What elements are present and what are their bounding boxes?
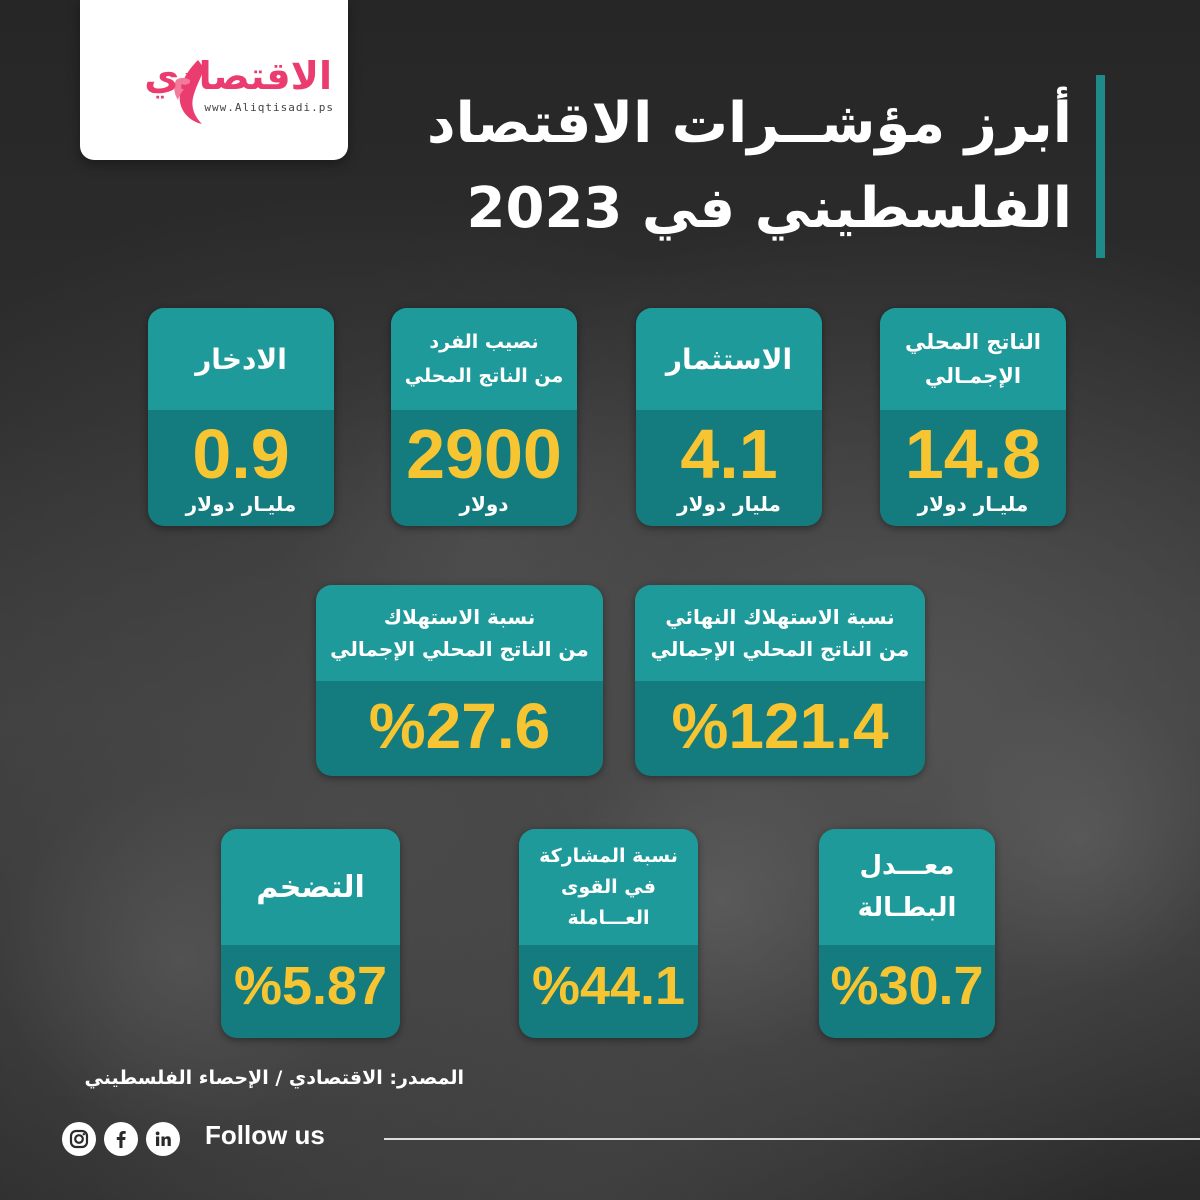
card-investment-value: 4.1: [680, 415, 778, 493]
card-per-capita: نصيب الفرد من الناتج المحلي 2900 دولار: [391, 308, 577, 526]
card-consumption-label-1: نسبة الاستهلاك: [383, 605, 536, 629]
card-gdp-unit: مليـار دولار: [917, 492, 1029, 516]
card-final-consumption: نسبة الاستهلاك النهائي من الناتج المحلي …: [635, 585, 925, 776]
card-unemployment-label-1: معـــدل: [859, 851, 955, 881]
linkedin-icon[interactable]: [146, 1122, 180, 1156]
card-investment: الاستثمار 4.1 مليار دولار: [636, 308, 822, 526]
card-inflation-head: التضخم: [221, 829, 400, 945]
card-per-capita-label-1: نصيب الفرد: [429, 331, 539, 353]
card-investment-unit: مليار دولار: [677, 492, 781, 516]
card-participation-label-3: العـــاملة: [567, 906, 650, 929]
card-participation-label-1: نسبة المشاركة: [539, 844, 678, 867]
follow-us-label: Follow us: [205, 1120, 325, 1150]
source-note: المصدر: الاقتصادي / الإحصاء الفلسطيني: [84, 1067, 464, 1089]
card-unemployment-label-2: البطـالة: [857, 893, 957, 923]
card-participation-label-2: في القوى: [561, 875, 656, 898]
brand-url[interactable]: www.Aliqtisadi.ps: [204, 101, 334, 114]
card-gdp-head: الناتج المحلي الإجمـالي: [880, 308, 1066, 410]
card-gdp: الناتج المحلي الإجمـالي 14.8 مليـار دولا…: [880, 308, 1066, 526]
brand-logo[interactable]: الاقتصادي www.Aliqtisadi.ps: [80, 0, 348, 160]
card-per-capita-unit: دولار: [459, 492, 509, 516]
card-final-consumption-label-2: من الناتج المحلي الإجمالي: [650, 637, 910, 661]
card-participation-value: %44.1: [531, 956, 686, 1016]
card-unemployment-value: %30.7: [830, 956, 984, 1016]
card-participation-head: نسبة المشاركة في القوى العـــاملة: [519, 829, 698, 945]
card-investment-head: الاستثمار: [636, 308, 822, 410]
card-savings-value: 0.9: [192, 415, 290, 493]
brand-name: الاقتصادي: [144, 54, 333, 98]
card-savings-label: الادخار: [195, 342, 287, 376]
title-line-1: أبرز مؤشــرات الاقتصاد: [426, 91, 1072, 156]
instagram-icon[interactable]: [62, 1122, 96, 1156]
card-final-consumption-value: %121.4: [671, 690, 889, 762]
card-investment-label: الاستثمار: [665, 342, 793, 376]
follow-divider: [384, 1138, 1200, 1140]
card-consumption-head: نسبة الاستهلاك من الناتج المحلي الإجمالي: [316, 585, 603, 681]
card-inflation: التضخم %5.87: [221, 829, 400, 1038]
card-per-capita-label-2: من الناتج المحلي: [404, 365, 564, 387]
card-unemployment-head: معـــدل البطـالة: [819, 829, 995, 945]
page-title: أبرز مؤشــرات الاقتصاد الفلسطيني في 2023: [372, 82, 1072, 252]
card-savings-head: الادخار: [148, 308, 334, 410]
card-per-capita-value: 2900: [406, 415, 562, 493]
card-gdp-label-1: الناتج المحلي: [905, 330, 1041, 354]
card-savings: الادخار 0.9 مليـار دولار: [148, 308, 334, 526]
card-inflation-label: التضخم: [256, 869, 365, 905]
title-line-2: الفلسطيني في 2023: [466, 176, 1072, 241]
card-consumption-label-2: من الناتج المحلي الإجمالي: [330, 637, 589, 661]
card-participation: نسبة المشاركة في القوى العـــاملة %44.1: [519, 829, 698, 1038]
card-gdp-label-2: الإجمـالي: [924, 364, 1022, 388]
card-per-capita-head: نصيب الفرد من الناتج المحلي: [391, 308, 577, 410]
title-accent-bar: [1096, 75, 1105, 258]
card-inflation-value: %5.87: [233, 956, 388, 1016]
facebook-icon[interactable]: [104, 1122, 138, 1156]
card-consumption-value: %27.6: [368, 690, 551, 762]
card-savings-unit: مليـار دولار: [185, 492, 297, 516]
card-gdp-value: 14.8: [904, 415, 1042, 493]
card-final-consumption-label-1: نسبة الاستهلاك النهائي: [665, 605, 895, 629]
card-unemployment: معـــدل البطـالة %30.7: [819, 829, 995, 1038]
card-consumption: نسبة الاستهلاك من الناتج المحلي الإجمالي…: [316, 585, 603, 776]
social-links: [62, 1122, 180, 1156]
brand-mark-icon: [174, 60, 204, 124]
card-final-consumption-head: نسبة الاستهلاك النهائي من الناتج المحلي …: [635, 585, 925, 681]
